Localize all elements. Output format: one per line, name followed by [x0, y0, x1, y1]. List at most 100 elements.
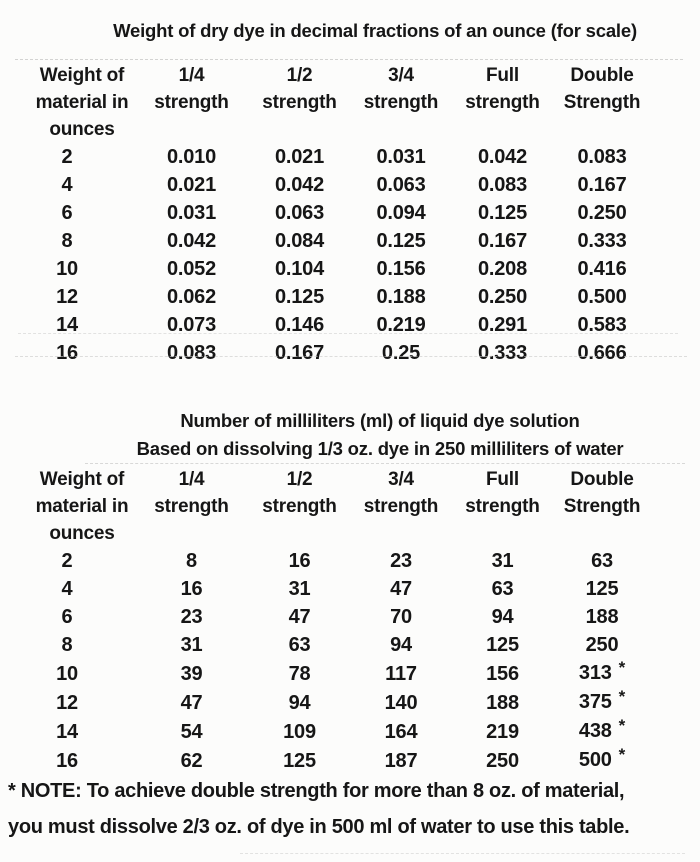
- row-header-ounces: 12: [56, 691, 78, 714]
- table-cell: 375 *: [553, 687, 651, 717]
- table-cell: 31: [491, 550, 514, 572]
- table-cell: 0.083: [577, 146, 627, 168]
- liquid-dye-table-header: Weight of material in ounces 1/4 strength 1/2…: [0, 466, 651, 547]
- row-header-ounces: 10: [56, 662, 78, 685]
- table-cell: 187: [384, 749, 418, 772]
- table-cell: 0.083: [166, 342, 217, 364]
- table-cell: 0.250: [577, 202, 627, 224]
- table-cell: 0.167: [477, 230, 528, 252]
- table-cell: 0.188: [376, 286, 426, 308]
- table-row: 6 0.031 0.063 0.094 0.125 0.250: [0, 199, 651, 227]
- dotted-rule: [18, 333, 678, 334]
- footnote-line: * NOTE: To achieve double strength for m…: [8, 780, 625, 802]
- table-cell: 164: [384, 720, 418, 743]
- table-cell: 62: [180, 749, 203, 772]
- table-row: 6 23 47 70 94 188: [0, 603, 651, 631]
- table-cell: 94: [491, 606, 514, 628]
- column-header: 1/4 strength: [154, 469, 229, 517]
- column-header: Double Strength: [563, 469, 641, 517]
- table-cell: 0.167: [577, 174, 627, 196]
- header-row: Weight of material in ounces 1/4 strength 1/2…: [0, 62, 651, 143]
- table-cell: 0.25: [381, 342, 421, 364]
- table-row: 4 16 31 47 63 125: [0, 575, 651, 603]
- table-cell: 8: [186, 550, 197, 572]
- table-cell: 23: [390, 550, 412, 572]
- row-header-ounces: 4: [61, 174, 73, 196]
- dotted-rule: [15, 59, 683, 60]
- table-cell: 0.031: [376, 146, 426, 168]
- table-cell: 313 *: [553, 658, 651, 688]
- table-cell: 156: [486, 662, 519, 685]
- row-header-ounces: 6: [61, 606, 73, 628]
- table-cell: 0.291: [477, 314, 528, 336]
- table-row: 8 31 63 94 125 250: [0, 631, 651, 659]
- row-header-ounces: 2: [61, 146, 73, 168]
- row-header-ounces: 6: [61, 202, 73, 224]
- dry-dye-table: Weight of material in ounces 1/4 strength 1/2…: [0, 62, 651, 367]
- table-row: 2 0.010 0.021 0.031 0.042 0.083: [0, 143, 651, 171]
- table-cell: 0.500: [577, 286, 627, 308]
- table-cell: 250: [585, 634, 619, 656]
- table-cell: 0.416: [577, 258, 627, 280]
- table-cell: 70: [390, 606, 412, 628]
- liquid-dye-table-body: 2 8 16 23 31 63 4 16 31 47 63 125 6 23 47 70 94 188 8 31 63 9…: [0, 547, 651, 775]
- table-cell: 500 *: [553, 745, 651, 775]
- table-cell: 250: [486, 749, 519, 772]
- table-cell: 0.021: [274, 146, 325, 168]
- column-header: 3/4 strength: [363, 65, 439, 113]
- dry-dye-table-title: Weight of dry dye in decimal fractions o…: [113, 20, 637, 41]
- liquid-dye-table-title: Number of milliliters (ml) of liquid dye…: [180, 410, 580, 431]
- table-cell: 0.125: [477, 202, 528, 224]
- column-header: Full strength: [465, 65, 540, 113]
- table-row: 10 39 78 117 156 313 *: [0, 658, 651, 688]
- table-row: 14 54 109 164 219 438 *: [0, 716, 651, 746]
- row-header-ounces: 12: [56, 286, 78, 308]
- table-cell: 0.333: [477, 342, 528, 364]
- table-cell: 39: [180, 662, 203, 685]
- table-cell: 0.021: [166, 174, 217, 196]
- table-cell: 188: [486, 691, 519, 714]
- table-cell: 0.156: [376, 258, 426, 280]
- row-header-ounces: 8: [61, 230, 73, 252]
- table-cell: 125: [585, 578, 619, 600]
- table-cell: 63: [591, 550, 613, 572]
- table-row: 10 0.052 0.104 0.156 0.208 0.416: [0, 255, 651, 283]
- table-row: 16 62 125 187 250 500 *: [0, 745, 651, 775]
- table-cell: 0.125: [376, 230, 426, 252]
- row-header-ounces: 8: [61, 634, 73, 656]
- column-header: Double Strength: [563, 65, 641, 113]
- footnote-asterisk: *: [618, 716, 626, 735]
- row-header-ounces: 2: [61, 550, 73, 572]
- table-cell: 16: [288, 550, 311, 572]
- row-header-ounces: 16: [56, 342, 78, 364]
- table-row: 12 0.062 0.125 0.188 0.250 0.500: [0, 283, 651, 311]
- row-header-ounces: 4: [61, 578, 73, 600]
- liquid-dye-table-subtitle: Based on dissolving 1/3 oz. dye in 250 m…: [136, 438, 624, 459]
- table-cell: 0.083: [477, 174, 528, 196]
- table-cell: 0.062: [166, 286, 217, 308]
- table-cell: 0.125: [274, 286, 325, 308]
- table-row: 8 0.042 0.084 0.125 0.167 0.333: [0, 227, 651, 255]
- row-header-ounces: 14: [56, 314, 78, 336]
- table-cell: 0.010: [166, 146, 217, 168]
- table-cell: 0.042: [477, 146, 528, 168]
- dotted-rule: [240, 853, 685, 854]
- table-cell: 31: [180, 634, 203, 656]
- table-cell: 0.250: [477, 286, 528, 308]
- row-header-ounces: 10: [56, 258, 78, 280]
- column-header: Weight of material in ounces: [35, 469, 129, 544]
- dotted-rule: [85, 463, 685, 464]
- column-header: 1/4 strength: [154, 65, 229, 113]
- footnote-asterisk: *: [618, 745, 626, 764]
- table-cell: 117: [385, 662, 417, 685]
- table-cell: 0.031: [166, 202, 217, 224]
- table-cell: 94: [390, 634, 412, 656]
- dotted-rule: [15, 356, 687, 357]
- table-cell: 23: [180, 606, 203, 628]
- footnote-line: you must dissolve 2/3 oz. of dye in 500 …: [8, 816, 630, 838]
- table-cell: 109: [283, 720, 316, 743]
- table-cell: 94: [288, 691, 311, 714]
- column-header: 3/4 strength: [363, 469, 439, 517]
- header-row: Weight of material in ounces 1/4 strength 1/2…: [0, 466, 651, 547]
